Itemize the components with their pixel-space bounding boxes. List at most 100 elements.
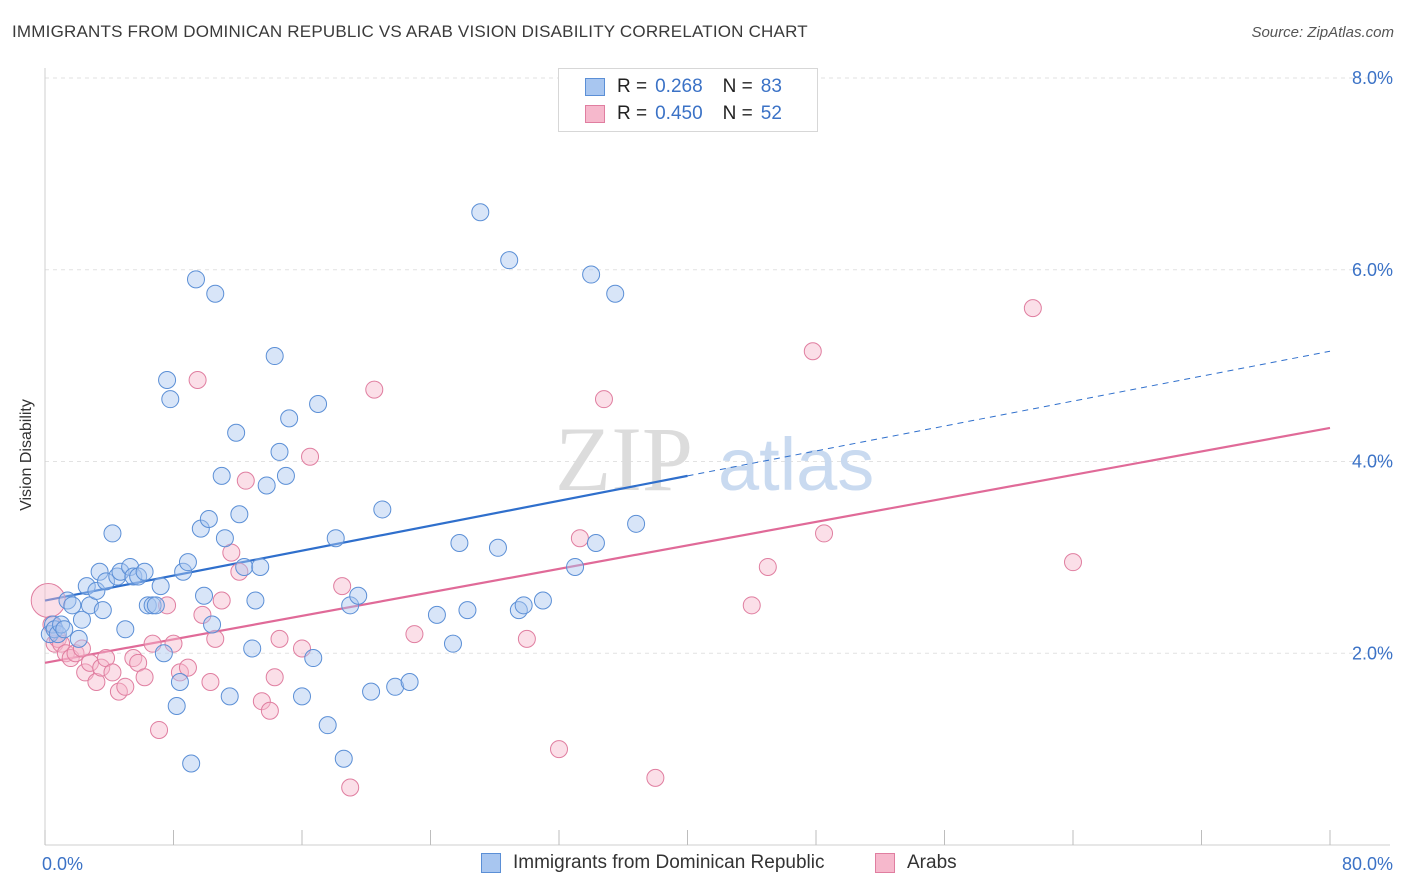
point-dominican [146, 596, 165, 615]
trend-lines [44, 350, 1331, 664]
legend-n-label: N = [722, 103, 753, 124]
point-dominican [220, 687, 239, 706]
point-arabs [594, 390, 613, 409]
point-dominican [362, 682, 381, 701]
point-dominican [230, 505, 249, 524]
y-axis-label: Vision Disability [18, 399, 35, 511]
point-arabs [646, 768, 665, 787]
point-arabs [178, 658, 197, 677]
legend-row-arabs: R = 0.450 N = 52 [585, 102, 782, 126]
point-dominican [72, 610, 91, 629]
point-dominican [304, 649, 323, 668]
point-dominican [293, 687, 311, 706]
point-arabs [124, 649, 143, 668]
point-arabs [758, 557, 777, 576]
point-arabs [92, 658, 111, 677]
point-dominican [373, 500, 392, 519]
legend-r-label: R = [617, 103, 648, 124]
point-dominican [58, 591, 77, 610]
point-dominican [178, 553, 197, 572]
bottom-legend-swatch-pink [875, 853, 895, 873]
point-dominican [63, 596, 82, 615]
point-arabs [405, 625, 424, 644]
point-arabs [103, 663, 122, 682]
point-dominican [334, 749, 353, 768]
point-dominican [69, 629, 88, 648]
point-arabs [206, 629, 225, 648]
point-dominican [182, 754, 201, 773]
point-arabs [230, 562, 249, 581]
point-dominican [87, 581, 106, 600]
point-dominican [458, 601, 477, 620]
point-arabs [236, 471, 255, 490]
x-tick-label: 80.0% [1342, 854, 1393, 874]
bottom-legend-dominican: Immigrants from Dominican Republic [481, 852, 825, 874]
legend-n-value: 83 [760, 76, 782, 97]
point-dominican [326, 529, 345, 548]
point-dominican [195, 586, 214, 605]
legend-n-label: N = [722, 76, 753, 97]
series-dominican-points [40, 203, 646, 773]
point-dominican [586, 533, 605, 552]
point-dominican [215, 529, 234, 548]
point-arabs [365, 380, 384, 399]
point-arabs [201, 673, 220, 692]
series-arabs-points [30, 299, 1082, 797]
point-dominican [450, 533, 469, 552]
point-dominican [500, 251, 519, 270]
point-dominican [135, 562, 154, 581]
point-dominican [186, 270, 205, 289]
point-arabs [333, 577, 352, 596]
point-dominican [400, 673, 419, 692]
point-arabs [550, 740, 568, 759]
point-dominican [203, 615, 222, 634]
point-dominican [533, 591, 552, 610]
legend-swatch-blue [585, 78, 605, 96]
point-arabs [265, 668, 284, 687]
point-arabs [815, 524, 834, 543]
legend-row-dominican: R = 0.268 N = 83 [585, 75, 782, 99]
point-dominican [77, 577, 96, 596]
legend: R = 0.268 N = 83 R = 0.450 N = 52 [558, 68, 818, 132]
legend-n-value: 52 [760, 103, 782, 124]
legend-r-value: 0.450 [655, 103, 703, 124]
point-dominican [235, 557, 254, 576]
point-dominican [93, 601, 112, 620]
legend-swatch-pink [585, 105, 605, 123]
point-dominican [582, 265, 601, 284]
point-dominican [270, 442, 289, 461]
legend-r-value: 0.268 [655, 76, 703, 97]
trend-line-dominican [44, 474, 688, 602]
point-dominican [309, 394, 328, 413]
point-arabs [570, 529, 589, 548]
point-arabs [212, 591, 231, 610]
grid-lines [45, 77, 1390, 654]
point-arabs [87, 673, 106, 692]
point-dominican [103, 524, 122, 543]
point-dominican [514, 596, 533, 615]
point-dominican [97, 572, 116, 591]
axes [44, 68, 1390, 846]
point-dominican [158, 371, 177, 390]
point-dominican [509, 601, 528, 620]
point-dominican [427, 605, 446, 624]
chart-title: IMMIGRANTS FROM DOMINICAN REPUBLIC VS AR… [12, 22, 808, 41]
point-dominican [90, 562, 109, 581]
legend-r-label: R = [617, 76, 648, 97]
point-dominican [170, 673, 189, 692]
point-dominican [199, 510, 218, 529]
point-arabs [135, 668, 154, 687]
point-dominican [124, 567, 143, 586]
bottom-legend-arabs: Arabs [875, 852, 957, 874]
point-dominican [386, 677, 405, 696]
point-dominican [116, 620, 135, 639]
tick-labels: 2.0% 4.0% 6.0% 8.0% 0.0% 80.0% [42, 68, 1393, 874]
point-arabs [260, 701, 279, 720]
point-arabs [193, 605, 212, 624]
x-tick-label: 0.0% [42, 854, 83, 874]
point-dominican [471, 203, 490, 222]
point-arabs [270, 629, 289, 648]
y-tick-label: 2.0% [1352, 643, 1393, 663]
bottom-legend-label: Immigrants from Dominican Republic [513, 852, 825, 873]
